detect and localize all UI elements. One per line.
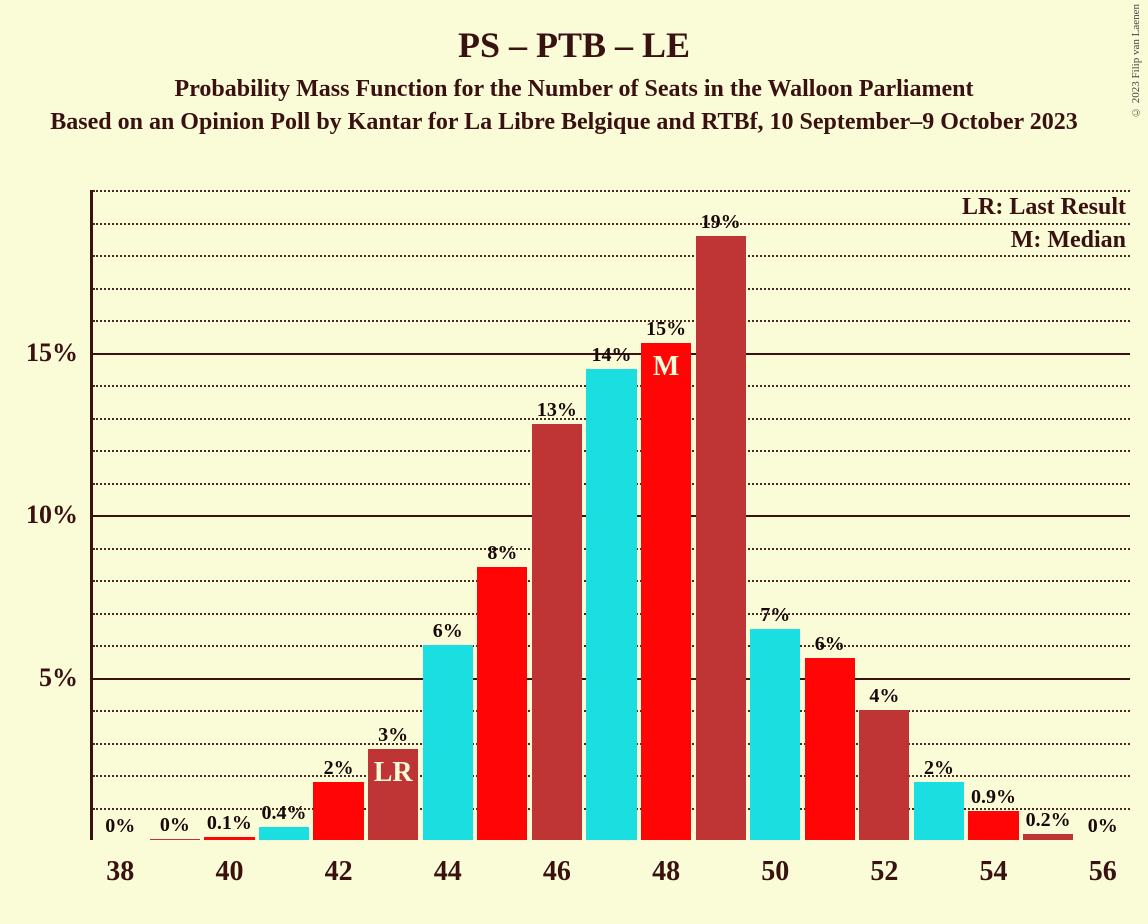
bar-value-label: 13%: [537, 399, 577, 422]
x-tick-label: 40: [215, 856, 243, 888]
x-tick-label: 38: [106, 856, 134, 888]
bar-inner-label: M: [653, 351, 679, 383]
bar: 2%: [914, 782, 964, 841]
y-tick-label: 15%: [26, 338, 78, 368]
bar-value-label: 0.2%: [1026, 809, 1071, 832]
bar-value-label: 0.4%: [262, 802, 307, 825]
bar-value-label: 0%: [105, 815, 135, 838]
chart-subtitle: Probability Mass Function for the Number…: [0, 76, 1148, 103]
bar: 8%: [477, 567, 527, 840]
x-tick-label: 54: [980, 856, 1008, 888]
bar: 7%: [750, 629, 800, 840]
bar-value-label: 3%: [378, 724, 408, 747]
y-tick-label: 10%: [26, 500, 78, 530]
x-tick-label: 46: [543, 856, 571, 888]
bar: 13%: [532, 424, 582, 840]
bar-value-label: 2%: [324, 757, 354, 780]
x-tick-label: 44: [434, 856, 462, 888]
y-tick-label: 5%: [39, 663, 78, 693]
bar: 15%M: [641, 343, 691, 840]
legend: LR: Last Result M: Median: [962, 194, 1126, 260]
x-tick-label: 42: [325, 856, 353, 888]
bar: 19%: [696, 236, 746, 841]
bar-value-label: 2%: [924, 757, 954, 780]
bar-value-label: 0.9%: [971, 786, 1016, 809]
bar: 14%: [586, 369, 636, 840]
copyright-text: © 2023 Filip van Laenen: [1130, 4, 1142, 118]
bar-value-label: 0%: [1088, 815, 1118, 838]
plot-area: 0%0%0.1%0.4%2%3%LR6%8%13%14%15%M19%7%6%4…: [90, 190, 1130, 840]
chart-subtitle2: Based on an Opinion Poll by Kantar for L…: [0, 109, 1138, 136]
bar-value-label: 8%: [487, 542, 517, 565]
bar-value-label: 7%: [760, 604, 790, 627]
bar: 0%: [150, 839, 200, 840]
bar: 0.4%: [259, 827, 309, 840]
bars-group: 0%0%0.1%0.4%2%3%LR6%8%13%14%15%M19%7%6%4…: [93, 190, 1130, 840]
bar: 0.1%: [204, 837, 254, 840]
bar: 6%: [805, 658, 855, 840]
bar: 0.9%: [968, 811, 1018, 840]
y-axis-line: [90, 190, 93, 840]
bar: 6%: [423, 645, 473, 840]
x-tick-label: 52: [870, 856, 898, 888]
chart-title: PS – PTB – LE: [0, 0, 1148, 66]
bar-value-label: 15%: [646, 318, 686, 341]
bar-value-label: 19%: [701, 211, 741, 234]
legend-lr: LR: Last Result: [962, 194, 1126, 221]
bar-value-label: 6%: [433, 620, 463, 643]
bar-value-label: 0%: [160, 814, 190, 837]
bar: 4%: [859, 710, 909, 840]
x-tick-label: 50: [761, 856, 789, 888]
x-tick-label: 48: [652, 856, 680, 888]
bar-value-label: 14%: [591, 344, 631, 367]
bar-value-label: 6%: [815, 633, 845, 656]
legend-m: M: Median: [962, 227, 1126, 254]
bar: 2%: [313, 782, 363, 841]
bar-value-label: 0.1%: [207, 812, 252, 835]
bar: 0.2%: [1023, 834, 1073, 841]
chart-container: © 2023 Filip van Laenen PS – PTB – LE Pr…: [0, 0, 1148, 924]
bar: 3%LR: [368, 749, 418, 840]
bar-inner-label: LR: [374, 757, 413, 789]
bar-value-label: 4%: [869, 685, 899, 708]
x-tick-label: 56: [1089, 856, 1117, 888]
